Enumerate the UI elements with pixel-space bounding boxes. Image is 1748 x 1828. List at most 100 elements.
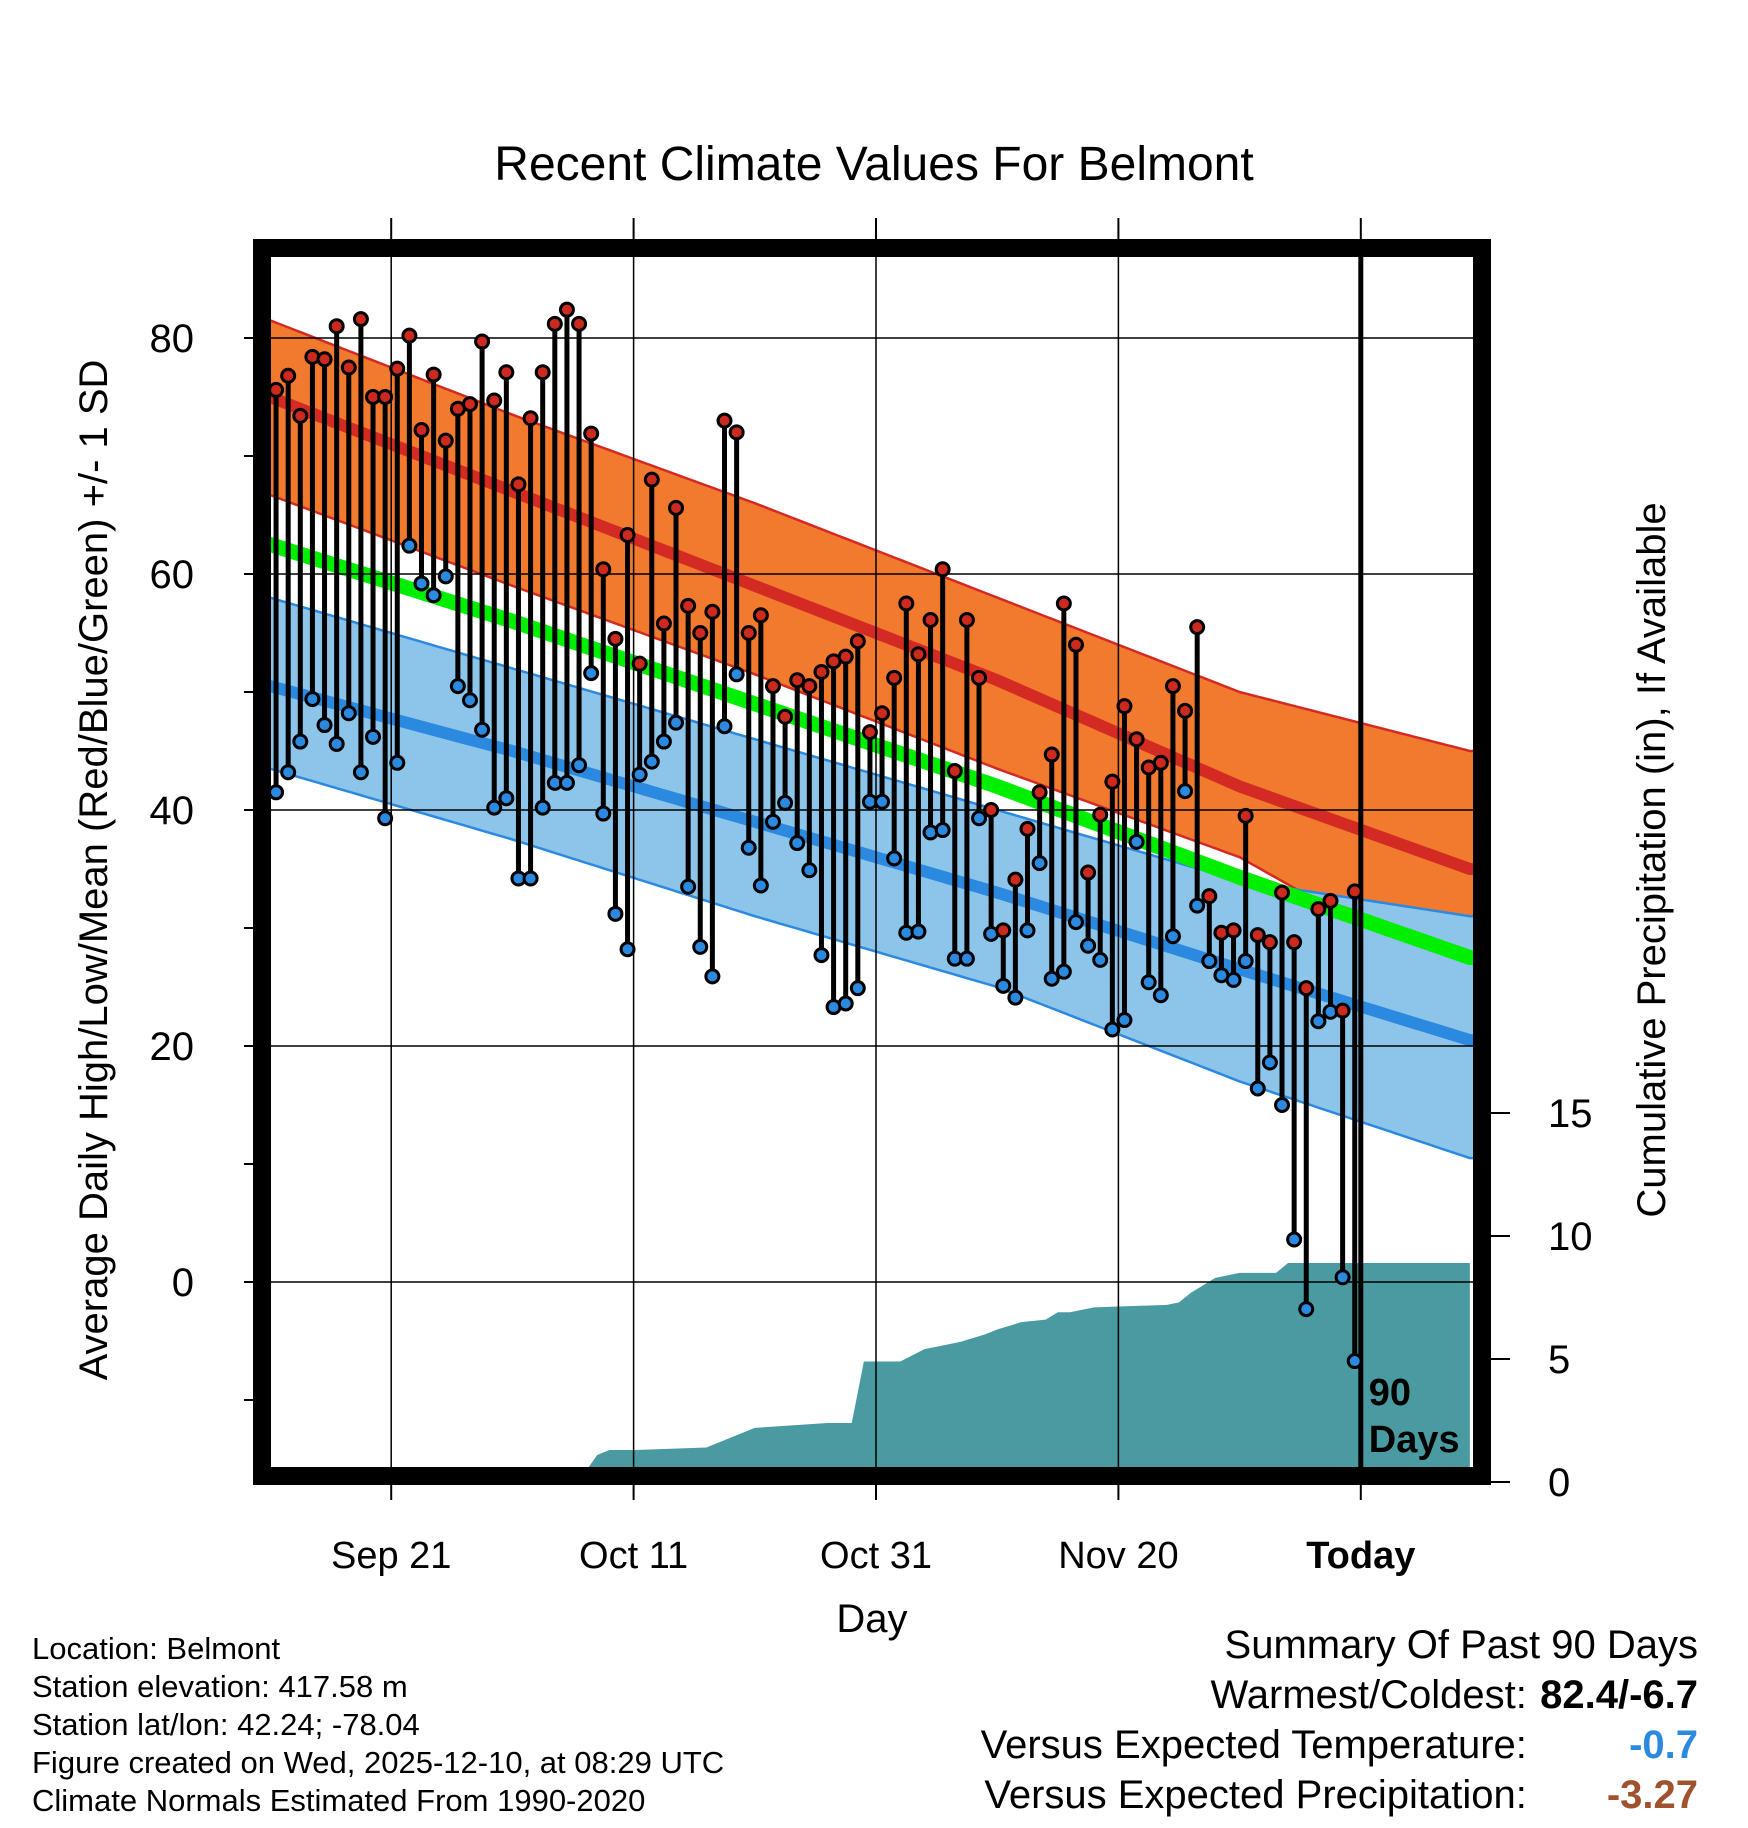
daily-low-point (1274, 1097, 1291, 1113)
chart-title: Recent Climate Values For Belmont (494, 138, 1253, 191)
daily-high-point (292, 407, 309, 424)
today-marker-label: Days (1369, 1419, 1460, 1461)
daily-high-point (1019, 820, 1036, 837)
daily-low-point (268, 784, 285, 801)
daily-low-point (1092, 951, 1109, 968)
daily-high-point (1104, 773, 1121, 790)
elevation-text: Station elevation: 417.58 m (32, 1669, 408, 1704)
daily-high-point (789, 672, 806, 689)
daily-high-point (401, 327, 418, 344)
daily-low-point (874, 793, 891, 810)
daily-low-point (692, 938, 709, 955)
high-mean-line (262, 391, 1476, 875)
temp-row: Versus Expected Temperature: -0.7 (981, 1720, 1698, 1770)
daily-low-point (1164, 928, 1181, 945)
daily-high-point (958, 612, 975, 629)
daily-low-point (595, 805, 612, 822)
temp-label: Versus Expected Temperature: (980, 1723, 1527, 1767)
daily-high-point (1055, 595, 1072, 612)
daily-high-point (752, 607, 769, 624)
y-tick-label: 80 (150, 317, 195, 361)
station-info: Location: Belmont Station elevation: 417… (32, 1630, 724, 1820)
low-mean-line (262, 680, 1476, 1047)
x-tick-label: Sep 21 (331, 1535, 451, 1577)
daily-low-point (292, 733, 309, 750)
y-tick-label: 0 (172, 1261, 194, 1305)
daily-low-point (655, 733, 672, 750)
daily-high-point (1092, 806, 1109, 823)
daily-high-point (1334, 1002, 1351, 1019)
daily-high-point (668, 499, 685, 516)
daily-high-point (1237, 807, 1254, 824)
daily-low-point (934, 822, 951, 839)
y-tick-label: 60 (150, 553, 195, 597)
daily-high-point (1116, 698, 1133, 715)
daily-low-point (389, 754, 406, 771)
daily-low-point (425, 587, 442, 604)
daily-high-point (1298, 980, 1315, 997)
avg-mean-line (262, 537, 1476, 965)
daily-low-point (437, 568, 454, 585)
daily-high-point (1346, 883, 1363, 900)
daily-low-point (1019, 922, 1036, 939)
daily-high-point (268, 381, 285, 398)
daily-high-point (1274, 884, 1291, 901)
daily-low-point (340, 705, 357, 722)
x-tick-label: Today (1306, 1535, 1415, 1577)
y2-tick-label: 10 (1548, 1215, 1593, 1259)
daily-low-point (728, 666, 745, 683)
daily-high-point (764, 678, 781, 695)
daily-high-point (1128, 731, 1145, 748)
daily-low-point (1346, 1353, 1363, 1370)
daily-high-point (971, 669, 988, 686)
x-tick-label: Oct 11 (579, 1535, 688, 1577)
daily-low-point (777, 794, 794, 811)
daily-high-point (922, 612, 939, 629)
daily-low-point (619, 941, 636, 958)
daily-low-point (534, 799, 551, 816)
daily-low-point (910, 923, 927, 940)
daily-high-point (486, 392, 503, 409)
daily-high-point (619, 527, 636, 544)
daily-low-point (971, 810, 988, 827)
daily-low-point (461, 692, 478, 709)
daily-low-point (316, 717, 333, 734)
y-axis-label: Average Daily High/Low/Mean (Red/Blue/Gr… (72, 360, 116, 1381)
daily-low-point (583, 665, 600, 682)
daily-high-point (1080, 864, 1097, 881)
daily-low-point (377, 810, 394, 827)
daily-high-point (861, 724, 878, 741)
daily-low-point (1104, 1021, 1121, 1038)
daily-low-point (1201, 953, 1218, 970)
daily-high-point (437, 432, 454, 449)
y2-tick-label: 15 (1548, 1092, 1593, 1136)
daily-high-point (474, 333, 491, 350)
y2-tick-label: 5 (1548, 1338, 1570, 1382)
daily-low-point (995, 977, 1012, 994)
precip-value: -3.27 (1606, 1773, 1698, 1817)
daily-low-point (631, 766, 648, 783)
daily-high-point (1249, 927, 1266, 944)
daily-high-point (1201, 888, 1218, 905)
daily-low-point (1310, 1013, 1327, 1030)
daily-low-point (486, 799, 503, 816)
daily-high-point (1067, 636, 1084, 653)
daily-low-point (1031, 855, 1048, 872)
daily-high-point (837, 648, 854, 665)
daily-low-point (752, 877, 769, 894)
daily-low-point (668, 714, 685, 731)
daily-low-point (1140, 974, 1157, 991)
created-text: Figure created on Wed, 2025-12-10, at 08… (32, 1745, 725, 1780)
daily-low-point (849, 980, 866, 997)
daily-high-point (655, 615, 672, 632)
warmest-value: 82.4/-6.7 (1540, 1673, 1698, 1717)
y2-tick-label: 0 (1548, 1461, 1570, 1505)
plot-frame (253, 239, 1491, 1485)
daily-high-point (849, 633, 866, 650)
daily-high-point (643, 471, 660, 488)
daily-low-point (1080, 937, 1097, 954)
daily-low-point (1128, 833, 1145, 850)
daily-low-point (1225, 971, 1242, 988)
cumulative-precip-area (427, 1263, 1470, 1476)
daily-high-point (813, 663, 830, 680)
